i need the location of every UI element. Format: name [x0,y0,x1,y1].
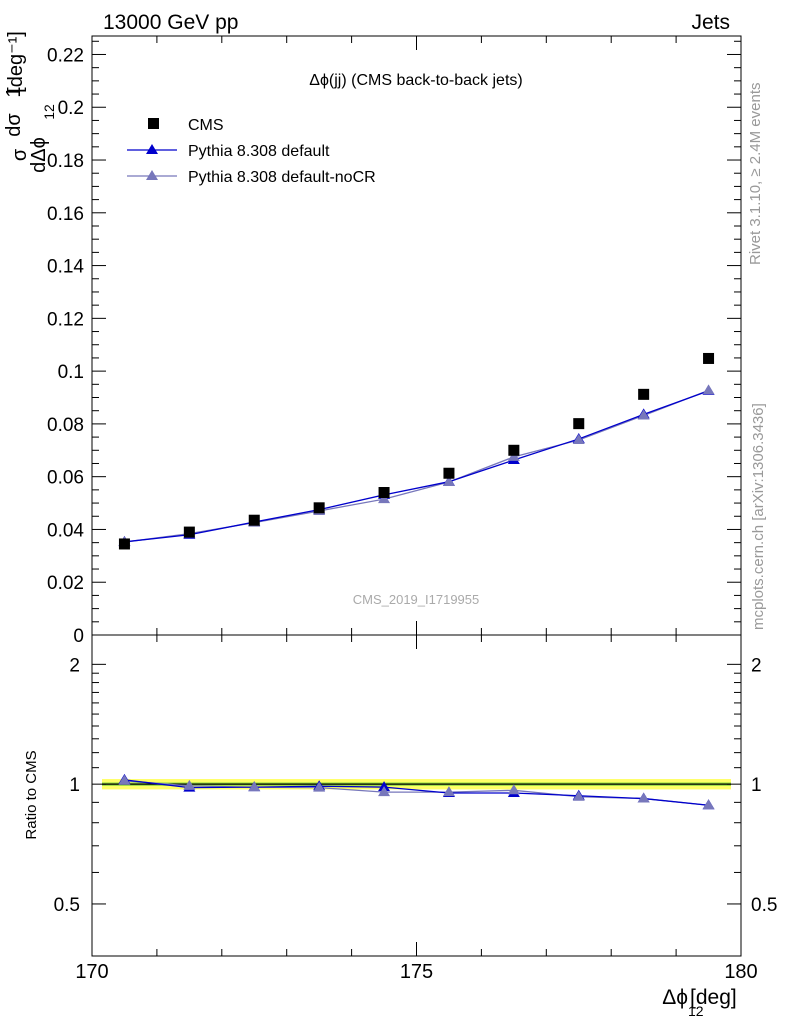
xtick-label: 175 [400,961,433,983]
ylabel-unit: [deg⁻¹] [5,31,27,93]
plot-title: Δϕ(jj) (CMS back-to-back jets) [309,72,522,89]
mcplots-label: mcplots.cern.ch [arXiv:1306.3436] [750,403,767,630]
ratio-point-pythia-nocr [572,790,585,801]
ratio-band [102,779,731,790]
main-ytick-label: 0.12 [47,309,84,330]
main-ticks: 0 0.02 0.04 0.06 0.08 0.1 0.12 0.14 0.16 0.18 0.2 0… [47,36,742,647]
main-ytick-label: 0.14 [47,257,84,278]
main-ytick-label: 0.02 [47,573,84,594]
ylabel-sigma: σ [9,148,31,161]
point-cms [248,514,260,526]
ratio-ytick-label: 1 [69,775,80,796]
header-left: 13000 GeV pp [103,11,238,34]
point-cms [703,352,715,364]
point-cms [573,418,585,430]
main-ytick-label: 0.22 [47,45,84,66]
legend: CMS Pythia 8.308 default Pythia 8.308 de… [127,117,376,186]
ratio-y-axis-label: Ratio to CMS [23,750,40,839]
ratio-ytick-label: 2 [69,655,80,676]
point-cms [508,444,520,456]
xlabel-sub: 12 [688,1003,704,1019]
point-cms [118,538,130,550]
ratio-line-pythia-default [124,779,709,806]
legend-nocr-marker [146,170,158,180]
ratio-point-pythia-nocr [313,781,326,792]
main-ytick-label: 0.1 [58,362,84,383]
ratio-ytick-label-right: 0.5 [751,895,777,916]
ratio-ytick-label: 0.5 [54,895,80,916]
series-line-pythia-nocr [124,389,709,543]
legend-default-label: Pythia 8.308 default [188,143,330,160]
x-axis-label: Δϕ 12 [deg] [662,986,737,1019]
ratio-ticks: 0.5 0.5 1 1 2 2 170 175 180 [54,635,777,983]
ylabel-dphi: dΔϕ [28,137,50,173]
legend-cms-label: CMS [188,117,224,134]
ratio-point-pythia-nocr [507,784,520,795]
main-ytick-label: 0.04 [47,520,84,541]
point-cms [183,526,195,538]
main-ytick-label: 0.08 [47,415,84,436]
ratio-point-pythia-nocr [637,792,650,803]
main-ytick-label: 0 [73,626,84,647]
main-ytick-label: 0.18 [47,151,84,172]
xlabel-unit: [deg] [690,986,737,1009]
point-cms [443,467,455,479]
point-pythia-nocr [507,450,520,461]
main-series [118,352,715,550]
ratio-point-pythia-nocr [248,781,261,792]
main-ytick-label: 0.16 [47,204,84,225]
ratio-point-pythia-nocr [118,774,131,785]
ratio-ytick-label-right: 2 [751,655,762,676]
ratio-point-pythia-nocr [378,786,391,797]
ylabel-sub: 12 [41,104,57,120]
main-panel: 0 0.02 0.04 0.06 0.08 0.1 0.12 0.14 0.16 0.18 0.2 0… [3,31,742,647]
analysis-watermark: CMS_2019_I1719955 [353,592,480,607]
main-y-axis-label: 1 σ dσ dΔϕ 12 [deg⁻¹] [3,31,57,173]
header-right: Jets [691,11,730,34]
ratio-ytick-label-right: 1 [751,775,762,796]
legend-nocr-label: Pythia 8.308 default-noCR [188,169,376,186]
point-pythia-nocr [378,493,391,504]
point-pythia-nocr [637,409,650,420]
legend-default-marker [146,144,158,154]
point-cms [378,487,390,499]
point-pythia-nocr [572,433,585,444]
rivet-version-label: Rivet 3.1.10, ≥ 2.4M events [747,83,764,266]
ratio-point-pythia-nocr [702,799,715,810]
point-cms [313,502,325,514]
xtick-label: 180 [724,961,757,983]
main-ytick-label: 0.2 [58,98,84,119]
ratio-series [118,773,715,810]
point-cms [638,388,650,400]
ylabel-dsigma: dσ [3,113,25,137]
ratio-point-pythia-nocr [442,786,455,797]
point-pythia-nocr [442,475,455,486]
ylabel-one: 1 [3,86,25,97]
xtick-label: 170 [75,961,108,983]
xlabel-dphi: Δϕ [662,986,688,1009]
main-ytick-label: 0.06 [47,468,84,489]
legend-cms-marker [148,118,159,129]
series-line-pythia-default [124,390,709,543]
ratio-point-pythia-nocr [183,779,196,790]
point-pythia-nocr [702,384,715,395]
